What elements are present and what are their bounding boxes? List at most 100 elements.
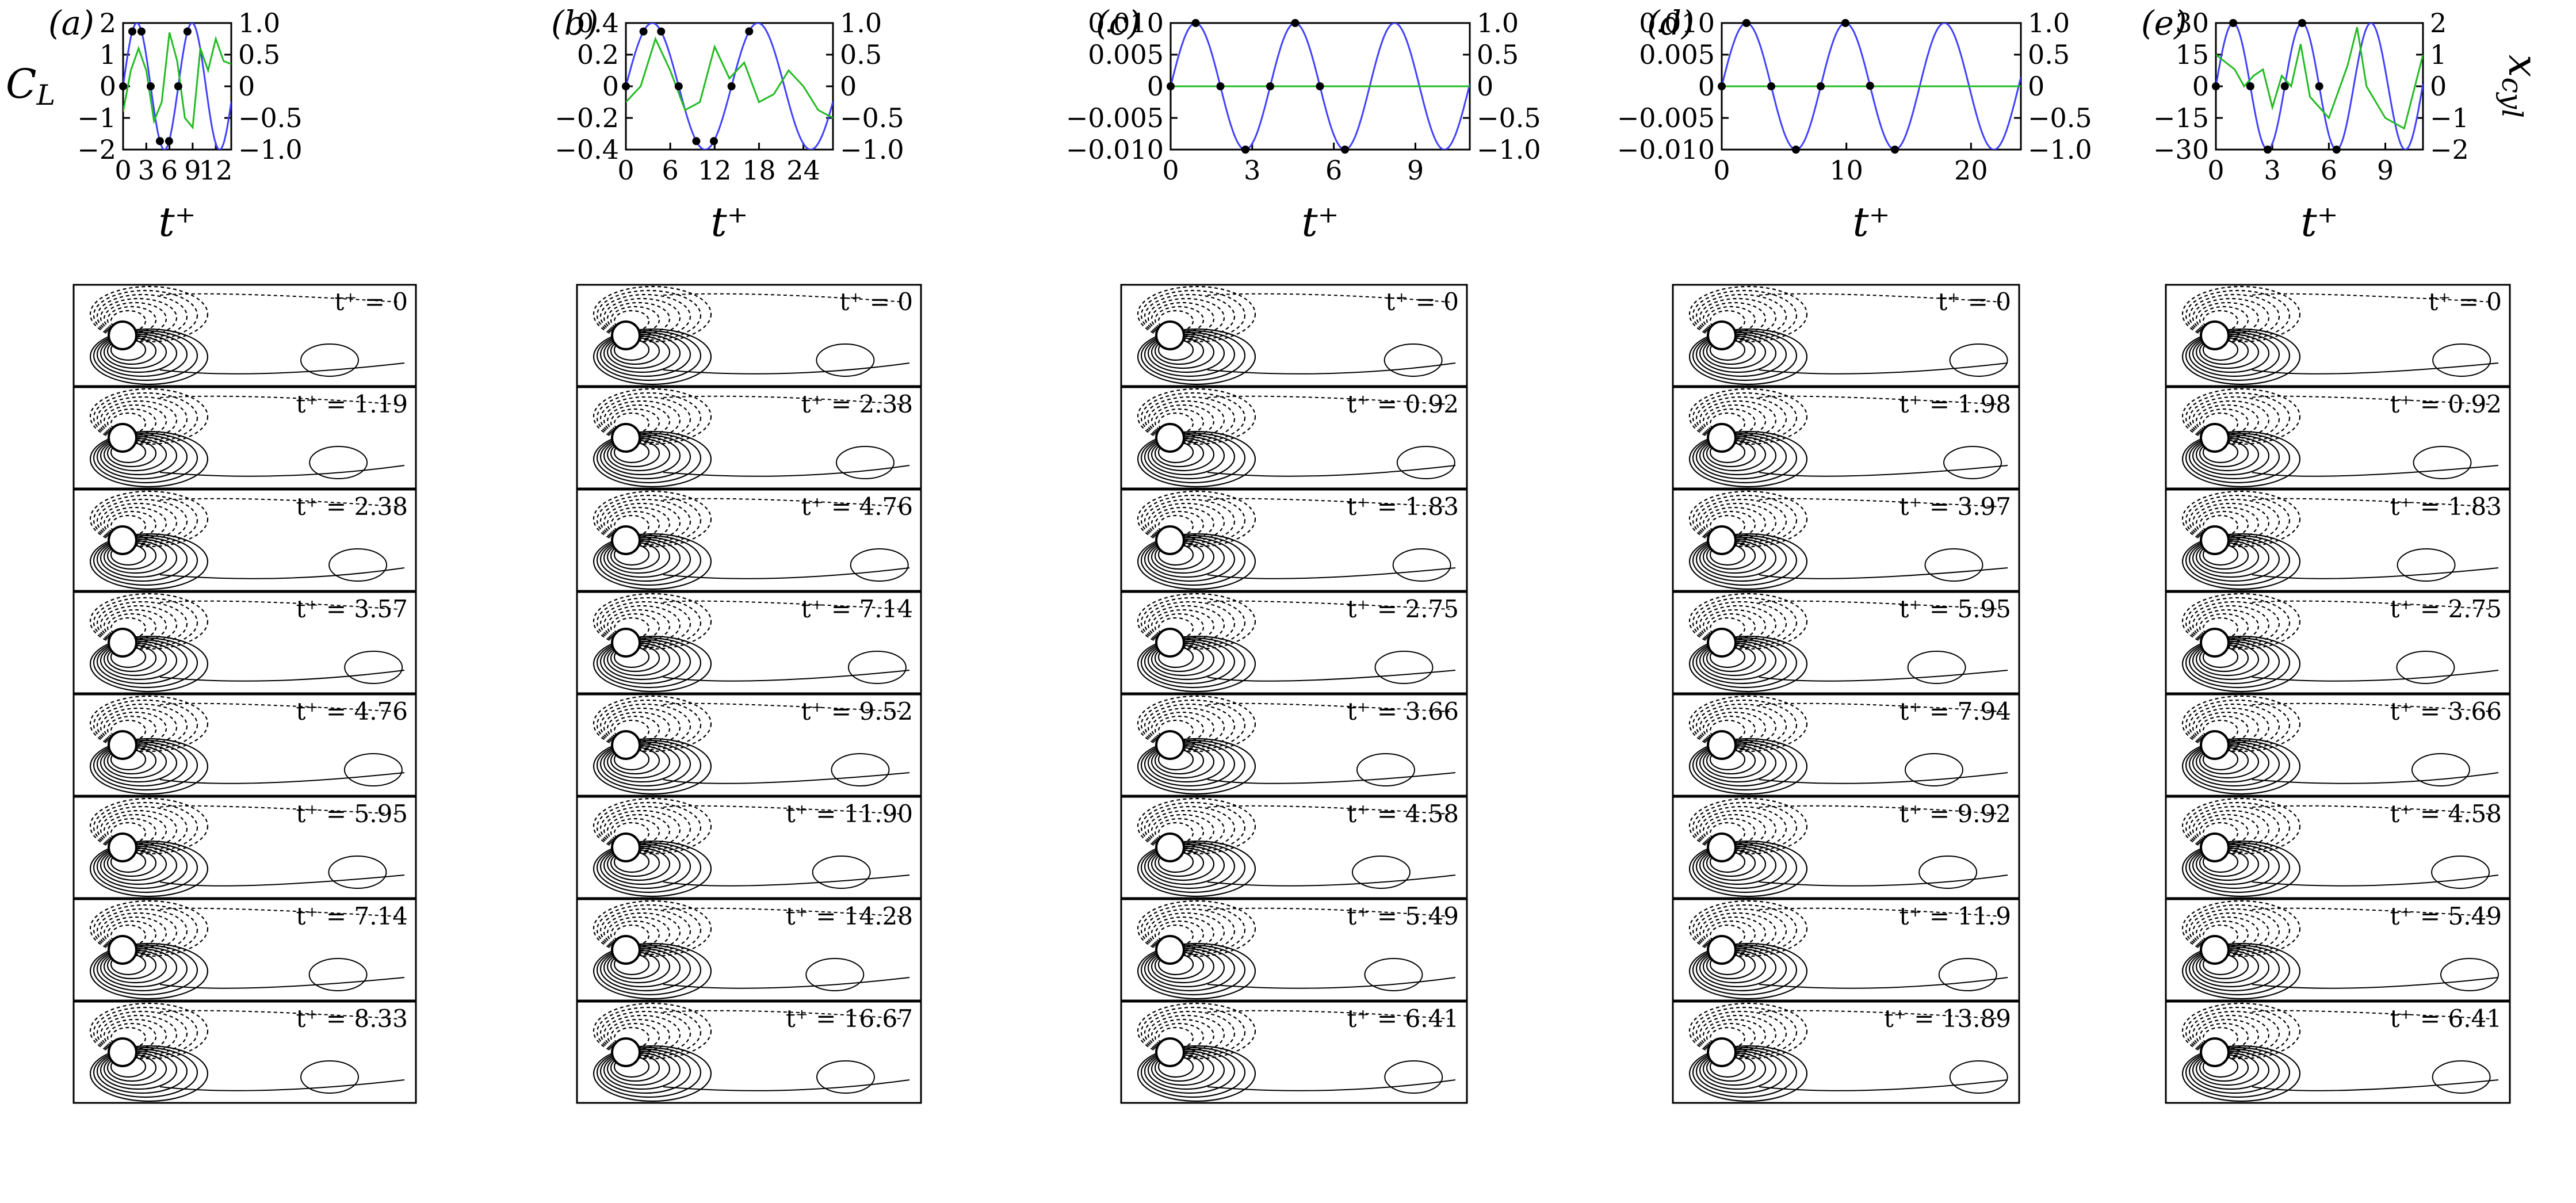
x-tick-label: 0 [617, 155, 634, 186]
vorticity-contour-negative [1151, 301, 1215, 336]
vorticity-contour-negative [1137, 797, 1256, 855]
snapshot-frame: t⁺ = 5.95 [1672, 591, 2020, 694]
snapshot-time-label: t⁺ = 4.58 [2390, 800, 2502, 828]
wake-contour-negative [1759, 1010, 2002, 1019]
wake-contour-positive [2252, 874, 2499, 887]
snapshot-frame: t⁺ = 2.75 [2165, 591, 2511, 694]
wake-contour-positive [1207, 874, 1456, 887]
vorticity-contour-negative [96, 1010, 188, 1056]
vorticity-contour-positive [2181, 635, 2301, 693]
vorticity-contour-positive [1692, 842, 1798, 893]
cylinder [611, 1037, 641, 1067]
vorticity-contour-positive [596, 739, 702, 791]
vorticity-contour-negative [1692, 392, 1798, 444]
wake-contour-positive [1207, 670, 1456, 682]
wake-contour-negative [663, 1010, 904, 1019]
vorticity-contour-negative [2181, 1002, 2301, 1060]
vorticity-contour-negative [1144, 293, 1236, 339]
vorticity-contour-negative [1147, 605, 1225, 645]
vorticity-contour-negative [2188, 1010, 2280, 1056]
snapshot-marker [1167, 82, 1175, 90]
vorticity-contour-negative [2192, 297, 2270, 338]
snapshot-marker [1791, 145, 1800, 154]
vorticity-contour-positive [1699, 743, 1777, 783]
panel-label: (b) [551, 3, 598, 43]
vorticity-contour-positive [96, 843, 188, 889]
right-tick-label: 1.0 [1477, 7, 1519, 39]
vorticity-contour-negative [2185, 289, 2291, 341]
vorticity-contour-negative [93, 801, 198, 853]
snapshot-time-label: t⁺ = 5.95 [296, 800, 408, 828]
left-tick-label: 15 [2175, 39, 2209, 70]
left-tick-label: 2 [100, 7, 116, 39]
snapshot-frame: t⁺ = 0 [1672, 284, 2020, 387]
right-tick-label: 1.0 [2028, 7, 2070, 39]
vorticity-contour-negative [606, 301, 671, 336]
snapshot-time-label: t⁺ = 3.66 [1347, 697, 1459, 725]
snapshot-frame: t⁺ = 9.52 [576, 693, 922, 797]
snapshot-frame: t⁺ = 0.92 [1120, 386, 1468, 490]
vorticity-contour-negative [1154, 613, 1205, 641]
wake-contour-positive [1759, 567, 2008, 579]
vorticity-contour-negative [2185, 392, 2291, 444]
cylinder [1707, 320, 1737, 350]
snapshot-marker [2298, 19, 2306, 28]
snapshot-marker [174, 82, 182, 90]
shed-vortex-contour [1924, 548, 1983, 582]
vorticity-contour-positive [599, 331, 691, 377]
vorticity-contour-negative [2185, 801, 2291, 853]
vorticity-contour-negative [1137, 388, 1256, 445]
vorticity-contour-negative [610, 920, 660, 949]
vorticity-contour-positive [1147, 845, 1225, 885]
right-tick-label: −1.0 [840, 134, 904, 165]
vorticity-contour-positive [1688, 635, 1808, 693]
x-tick-label: 18 [742, 155, 776, 186]
vorticity-contour-positive [1137, 635, 1256, 693]
vorticity-contour-negative [603, 605, 681, 645]
vorticity-contour-positive [593, 942, 712, 1000]
snapshot-marker [146, 82, 155, 90]
vorticity-contour-positive [93, 637, 198, 689]
vorticity-contour-negative [103, 814, 167, 848]
vorticity-contour-positive [89, 942, 209, 1000]
vorticity-contour-positive [596, 534, 702, 586]
left-tick-label: 0.005 [1639, 39, 1715, 70]
wake-contour-positive [1759, 772, 2008, 784]
vorticity-contour-negative [1688, 1002, 1808, 1060]
vorticity-contour-negative [2181, 695, 2301, 753]
wake-contour-positive [663, 567, 910, 579]
x-tick-label: 3 [1244, 155, 1260, 186]
vorticity-contour-negative [2181, 388, 2301, 445]
vorticity-contour-positive [603, 436, 681, 476]
wake-contour-positive [1759, 465, 2008, 477]
wake-contour-negative [2252, 498, 2493, 507]
wake-contour-negative [663, 702, 904, 712]
cylinder [108, 525, 137, 555]
vorticity-contour-positive [2188, 434, 2280, 480]
vorticity-contour-negative [1695, 1010, 1787, 1056]
panel-label: (d) [1647, 3, 1694, 43]
snapshot-marker [2315, 82, 2323, 90]
vorticity-contour-positive [599, 434, 691, 480]
shed-vortex-contour [1943, 446, 2002, 479]
snapshot-time-label: t⁺ = 4.76 [296, 697, 408, 725]
vorticity-contour-negative [606, 814, 671, 848]
vorticity-contour-positive [1688, 533, 1808, 590]
left-tick-label: 0.2 [577, 39, 619, 70]
wake-contour-negative [663, 805, 904, 815]
vorticity-contour-negative [96, 805, 188, 851]
wake-contour-positive [663, 977, 910, 989]
vorticity-contour-negative [1147, 400, 1225, 440]
vorticity-contour-positive [100, 1050, 178, 1090]
vorticity-contour-negative [1144, 1010, 1236, 1056]
vorticity-contour-negative [606, 506, 671, 541]
shed-vortex-contour [2397, 548, 2456, 582]
right-tick-label: −2 [2430, 134, 2469, 165]
snapshot-marker [710, 137, 718, 146]
vorticity-contour-positive [2188, 331, 2280, 377]
vorticity-contour-positive [1692, 432, 1798, 484]
wake-contour-negative [2252, 805, 2493, 815]
snapshot-frame: t⁺ = 0 [576, 284, 922, 387]
vorticity-contour-negative [593, 1002, 712, 1060]
